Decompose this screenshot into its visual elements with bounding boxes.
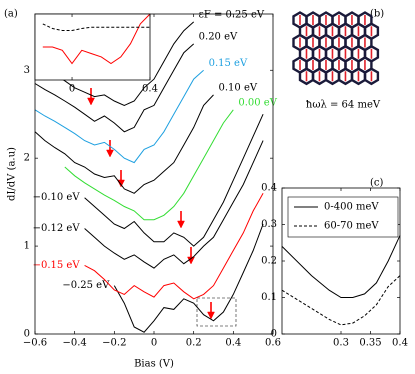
series-label: εF = 0.25 eV [199, 9, 265, 20]
x-tick-label: 0.4 [142, 84, 158, 95]
lattice-image [292, 11, 380, 86]
panel-label: (b) [370, 9, 384, 20]
series-label: −0.10 eV [33, 192, 81, 203]
series-label: −0.25 eV [62, 280, 110, 291]
x-tick-label: −0.2 [102, 338, 126, 349]
x-tick-label: 0 [151, 338, 157, 349]
data-line [42, 13, 151, 65]
panel-b-caption: ħωλ = 64 meV [306, 100, 381, 111]
arrow-head [177, 220, 185, 229]
data-line [281, 235, 401, 298]
data-line [34, 69, 204, 164]
y-tick-label: 0 [271, 329, 277, 340]
arrow-head [187, 256, 195, 265]
series-label: −0.15 eV [33, 260, 81, 271]
zoom-box [196, 297, 237, 327]
series-label: −0.12 eV [33, 223, 81, 234]
legend-label: 60-70 meV [324, 221, 379, 232]
data-line [34, 94, 214, 194]
x-tick-label: 0.35 [359, 338, 381, 349]
x-tick-label: −0.6 [23, 338, 47, 349]
arrow-head [207, 311, 215, 320]
series-label: 0.15 eV [209, 58, 248, 69]
y-tick-label: 2 [24, 153, 30, 164]
y-axis-title: dI/dV (a.u) [7, 147, 18, 201]
plot-frame [34, 13, 151, 81]
panel-label: (c) [370, 178, 384, 189]
legend-label: 0-400 meV [324, 202, 379, 213]
x-axis-title: Bias (V) [134, 359, 174, 370]
plot-frame [34, 13, 274, 335]
data-line [84, 113, 264, 247]
legend-box [287, 196, 399, 238]
data-line [64, 109, 234, 221]
data-line [113, 223, 264, 333]
x-tick-label: 0.3 [333, 338, 349, 349]
data-line [84, 140, 264, 269]
x-tick-label: 0.4 [225, 338, 241, 349]
arrow-head [106, 149, 114, 158]
data-line [34, 43, 195, 133]
dirac-arrows [87, 88, 215, 320]
data-line [42, 23, 150, 31]
hexagon [363, 67, 380, 86]
y-tick-label: 1 [24, 241, 30, 252]
y-tick-label: 0.1 [261, 292, 277, 303]
x-tick-label: −0.4 [63, 338, 87, 349]
plot-frame [281, 187, 401, 335]
y-tick-label: 0.3 [261, 219, 277, 230]
x-tick-label: 0.4 [392, 338, 408, 349]
data-line [84, 193, 264, 300]
data-line [281, 275, 401, 326]
inset-background [35, 14, 150, 80]
y-tick-label: 0.2 [261, 256, 277, 267]
x-tick-label: 0.2 [186, 338, 202, 349]
x-tick-label: 0 [69, 84, 75, 95]
series-label: 0.00 eV [238, 97, 277, 108]
series-label: 0.20 eV [199, 31, 238, 42]
y-tick-label: 0.4 [261, 183, 277, 194]
series-label: 0.10 eV [219, 82, 258, 93]
x-tick-label: 0.6 [265, 338, 281, 349]
panel-label: (a) [4, 9, 18, 20]
y-tick-label: 0 [24, 329, 30, 340]
arrow-head [87, 97, 95, 106]
y-tick-label: 3 [24, 65, 30, 76]
